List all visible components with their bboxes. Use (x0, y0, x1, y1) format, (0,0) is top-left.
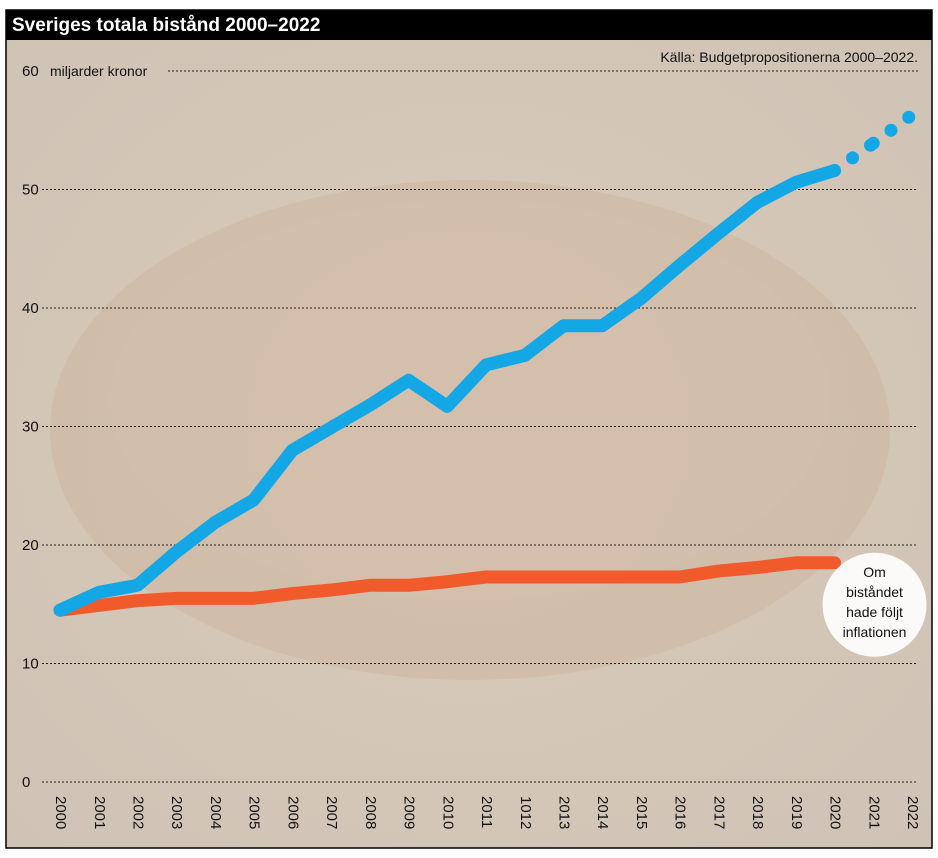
x-tick-label: 2019 (788, 796, 805, 829)
x-tick-label: 2021 (865, 796, 882, 829)
x-tick-label: 2006 (284, 796, 301, 829)
x-tick-label: 2022 (904, 796, 921, 829)
x-tick-label: 2016 (672, 796, 689, 829)
y-tick-label: 30 (22, 419, 39, 436)
x-tick-label: 2009 (401, 796, 418, 829)
x-tick-label: 1012 (517, 796, 534, 829)
title-bar (6, 10, 932, 40)
x-tick-label: 2020 (827, 796, 844, 829)
x-tick-label: 2010 (439, 796, 456, 829)
y-axis-label: miljarder kronor (50, 63, 148, 79)
x-tick-label: 2002 (129, 796, 146, 829)
x-tick-label: 2005 (246, 796, 263, 829)
y-tick-label: 60 (22, 63, 39, 80)
data-line (53, 164, 842, 617)
annotation-text: Om (863, 564, 886, 580)
x-tick-label: 2013 (555, 796, 572, 829)
data-line (53, 556, 842, 617)
x-tick-label: 2007 (323, 796, 340, 829)
y-tick-label: 10 (22, 656, 39, 673)
x-tick-label: 2004 (207, 796, 224, 829)
y-tick-label: 0 (22, 774, 30, 791)
annotation-circle (822, 552, 927, 657)
forecast-connector (828, 136, 880, 178)
x-tick-label: 2011 (478, 796, 495, 828)
x-tick-label: 2018 (749, 796, 766, 829)
bowl-inner (110, 200, 830, 600)
forecast-line (866, 108, 919, 150)
annotation-text: biståndet (846, 584, 903, 600)
x-tick-label: 2003 (168, 796, 185, 829)
y-tick-label: 40 (22, 300, 39, 317)
x-tick-label: 2001 (91, 796, 108, 829)
source: Källa: Budgetpropositionerna 2000–2022. (660, 49, 918, 65)
x-tick-label: 2000 (52, 796, 69, 829)
x-tick-label: 2017 (710, 796, 727, 829)
x-tick-label: 2008 (362, 796, 379, 829)
y-tick-label: 20 (22, 537, 39, 554)
annotation-text: inflationen (843, 624, 907, 640)
y-tick-label: 50 (22, 182, 39, 199)
chart-title: Sveriges totala bistånd 2000–2022 (12, 15, 320, 36)
x-tick-label: 2015 (633, 796, 650, 829)
annotation-text: hade följt (846, 604, 903, 620)
x-tick-label: 2014 (594, 796, 611, 829)
